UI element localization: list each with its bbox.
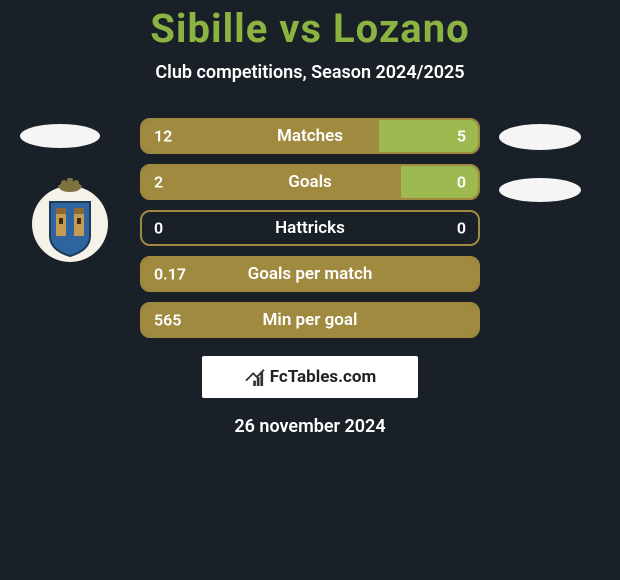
stat-label: Hattricks bbox=[275, 218, 345, 238]
bar-right bbox=[401, 166, 478, 198]
right-ellipse-2 bbox=[499, 178, 581, 202]
stat-left-value: 2 bbox=[154, 173, 163, 192]
left-ellipse bbox=[20, 124, 100, 148]
stat-label: Matches bbox=[277, 126, 343, 146]
brand-text: FcTables.com bbox=[270, 367, 376, 387]
stat-row-matches: 12 Matches 5 bbox=[140, 118, 480, 154]
stat-left-value: 0.17 bbox=[154, 265, 186, 284]
stat-right-value: 0 bbox=[457, 219, 466, 238]
stat-label: Goals bbox=[288, 172, 332, 192]
club-crest-icon bbox=[28, 178, 112, 262]
bars-icon bbox=[244, 368, 266, 386]
brand-badge[interactable]: FcTables.com bbox=[202, 356, 418, 398]
stat-left-value: 0 bbox=[154, 219, 163, 238]
stat-row-goals: 2 Goals 0 bbox=[140, 164, 480, 200]
stat-row-mpg: 565 Min per goal bbox=[140, 302, 480, 338]
stat-label: Min per goal bbox=[263, 310, 358, 330]
stat-right-value: 0 bbox=[457, 173, 466, 192]
stat-left-value: 565 bbox=[154, 311, 181, 330]
right-ellipse bbox=[499, 124, 581, 150]
stat-row-hattricks: 0 Hattricks 0 bbox=[140, 210, 480, 246]
stat-row-gpm: 0.17 Goals per match bbox=[140, 256, 480, 292]
stat-left-value: 12 bbox=[154, 127, 172, 146]
page-subtitle: Club competitions, Season 2024/2025 bbox=[0, 62, 620, 83]
page-title: Sibille vs Lozano bbox=[0, 5, 620, 52]
bar-left bbox=[142, 166, 401, 198]
stat-right-value: 5 bbox=[457, 127, 466, 146]
stat-label: Goals per match bbox=[248, 264, 373, 284]
date-text: 26 november 2024 bbox=[0, 416, 620, 437]
bar-left bbox=[142, 120, 379, 152]
